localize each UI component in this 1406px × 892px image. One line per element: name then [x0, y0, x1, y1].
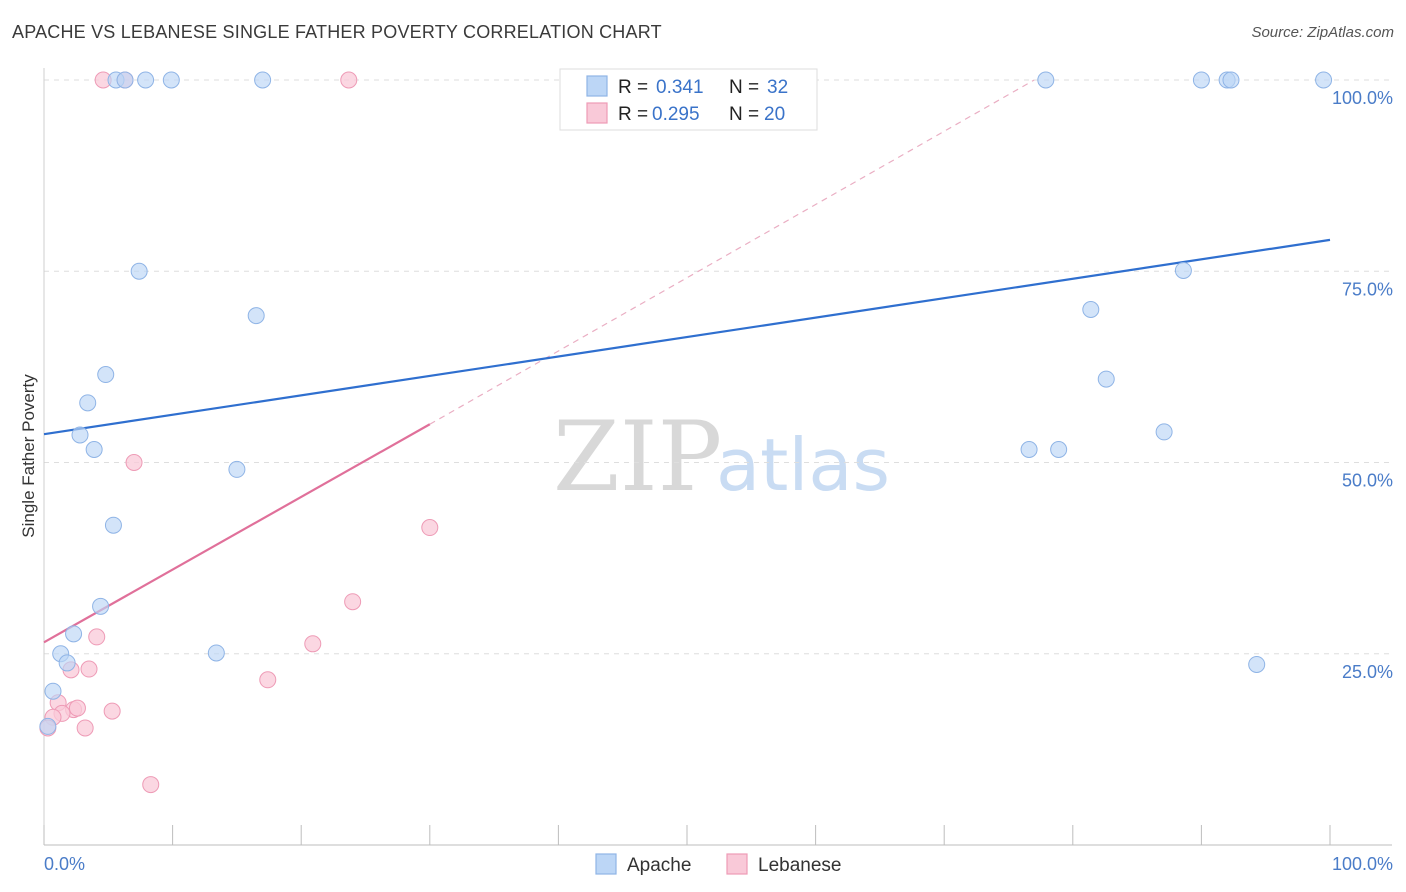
apache-point-29: [1020, 440, 1038, 458]
data-points: [39, 71, 1333, 794]
apache-point-23: [44, 682, 62, 700]
y-axis-title: Single Father Poverty: [19, 374, 38, 538]
apache-point-30: [1050, 440, 1068, 458]
apache-point-3: [162, 71, 180, 89]
apache-point-27: [1174, 261, 1192, 279]
apache-point-18: [92, 597, 110, 615]
lebanese-point-3: [125, 454, 143, 471]
apache-point-14: [71, 426, 89, 444]
lebanese-point-2: [340, 71, 358, 89]
y-tick-label-25: 25.0%: [1342, 662, 1393, 682]
y-tick-label-50: 50.0%: [1342, 471, 1393, 491]
lebanese-point-4: [421, 519, 439, 537]
trend-lines: [43, 79, 1331, 644]
watermark-atlas: atlas: [716, 423, 890, 507]
apache-point-24: [39, 717, 57, 735]
apache-point-21: [58, 654, 76, 672]
y-tick-label-75: 75.0%: [1342, 279, 1393, 299]
apache-point-17: [104, 516, 122, 534]
bottom-legend-swatch-lebanese: [726, 853, 748, 875]
x-tick-label-min: 0.0%: [44, 854, 85, 874]
legend-apache-r-value: 0.341: [656, 77, 704, 98]
apache-point-2: [137, 71, 155, 89]
x-tick-label-max: 100.0%: [1332, 854, 1393, 874]
apache-point-31: [1248, 655, 1266, 673]
grid-lines: [44, 79, 1392, 655]
legend-swatch-apache: [586, 75, 608, 97]
bottom-legend-lebanese: Lebanese: [758, 855, 841, 876]
series-legend: Apache Lebanese: [595, 853, 841, 876]
chart-title: APACHE VS LEBANESE SINGLE FATHER POVERTY…: [12, 22, 662, 42]
lebanese-point-5: [344, 593, 362, 611]
apache-point-9: [1315, 71, 1333, 89]
bottom-legend-swatch-apache: [595, 853, 617, 875]
apache-point-5: [1037, 71, 1055, 89]
legend-lebanese-r-value: 0.295: [652, 104, 700, 125]
apache-point-12: [97, 366, 115, 384]
lebanese-point-6: [304, 635, 322, 653]
apache-point-25: [1082, 301, 1100, 318]
legend-apache-n-value: 32: [767, 77, 788, 98]
apache-point-19: [65, 625, 83, 643]
apache-point-16: [228, 460, 246, 478]
apache-point-10: [130, 262, 148, 280]
lebanese-point-19: [142, 776, 160, 794]
axes: 25.0% 50.0% 75.0% 100.0%: [43, 68, 1393, 846]
lebanese-point-9: [80, 660, 98, 678]
apache-point-22: [207, 644, 225, 662]
apache-point-15: [85, 440, 103, 458]
legend-apache-n-label: N =: [729, 77, 759, 98]
source-label: Source: ZipAtlas.com: [1251, 24, 1394, 41]
lebanese-point-13: [68, 699, 86, 717]
legend-lebanese-n-label: N =: [729, 104, 759, 125]
apache-point-6: [1192, 71, 1210, 89]
apache-point-8: [1222, 71, 1240, 89]
correlation-legend: R = 0.341 N = 32 R = 0.295 N = 20: [559, 68, 818, 131]
apache-point-1: [116, 71, 134, 89]
legend-lebanese-r-label: R =: [618, 104, 648, 125]
lebanese-point-10: [259, 671, 277, 689]
bottom-legend-apache: Apache: [627, 855, 691, 876]
apache-point-26: [1097, 370, 1115, 388]
apache-point-4: [254, 71, 272, 89]
apache-point-11: [247, 307, 265, 325]
legend-lebanese-n-value: 20: [764, 104, 785, 125]
lebanese-point-14: [103, 702, 121, 720]
legend-apache-r-label: R =: [618, 77, 648, 98]
apache-point-13: [79, 394, 97, 412]
legend-swatch-lebanese: [586, 102, 608, 124]
watermark-zip: ZIP: [553, 401, 722, 513]
y-tick-label-100: 100.0%: [1332, 88, 1393, 108]
apache-point-28: [1155, 423, 1173, 441]
apache-trend-line: [43, 238, 1331, 436]
lebanese-point-7: [88, 628, 106, 646]
lebanese-trend-extension: [429, 79, 1035, 425]
lebanese-point-18: [76, 719, 94, 737]
